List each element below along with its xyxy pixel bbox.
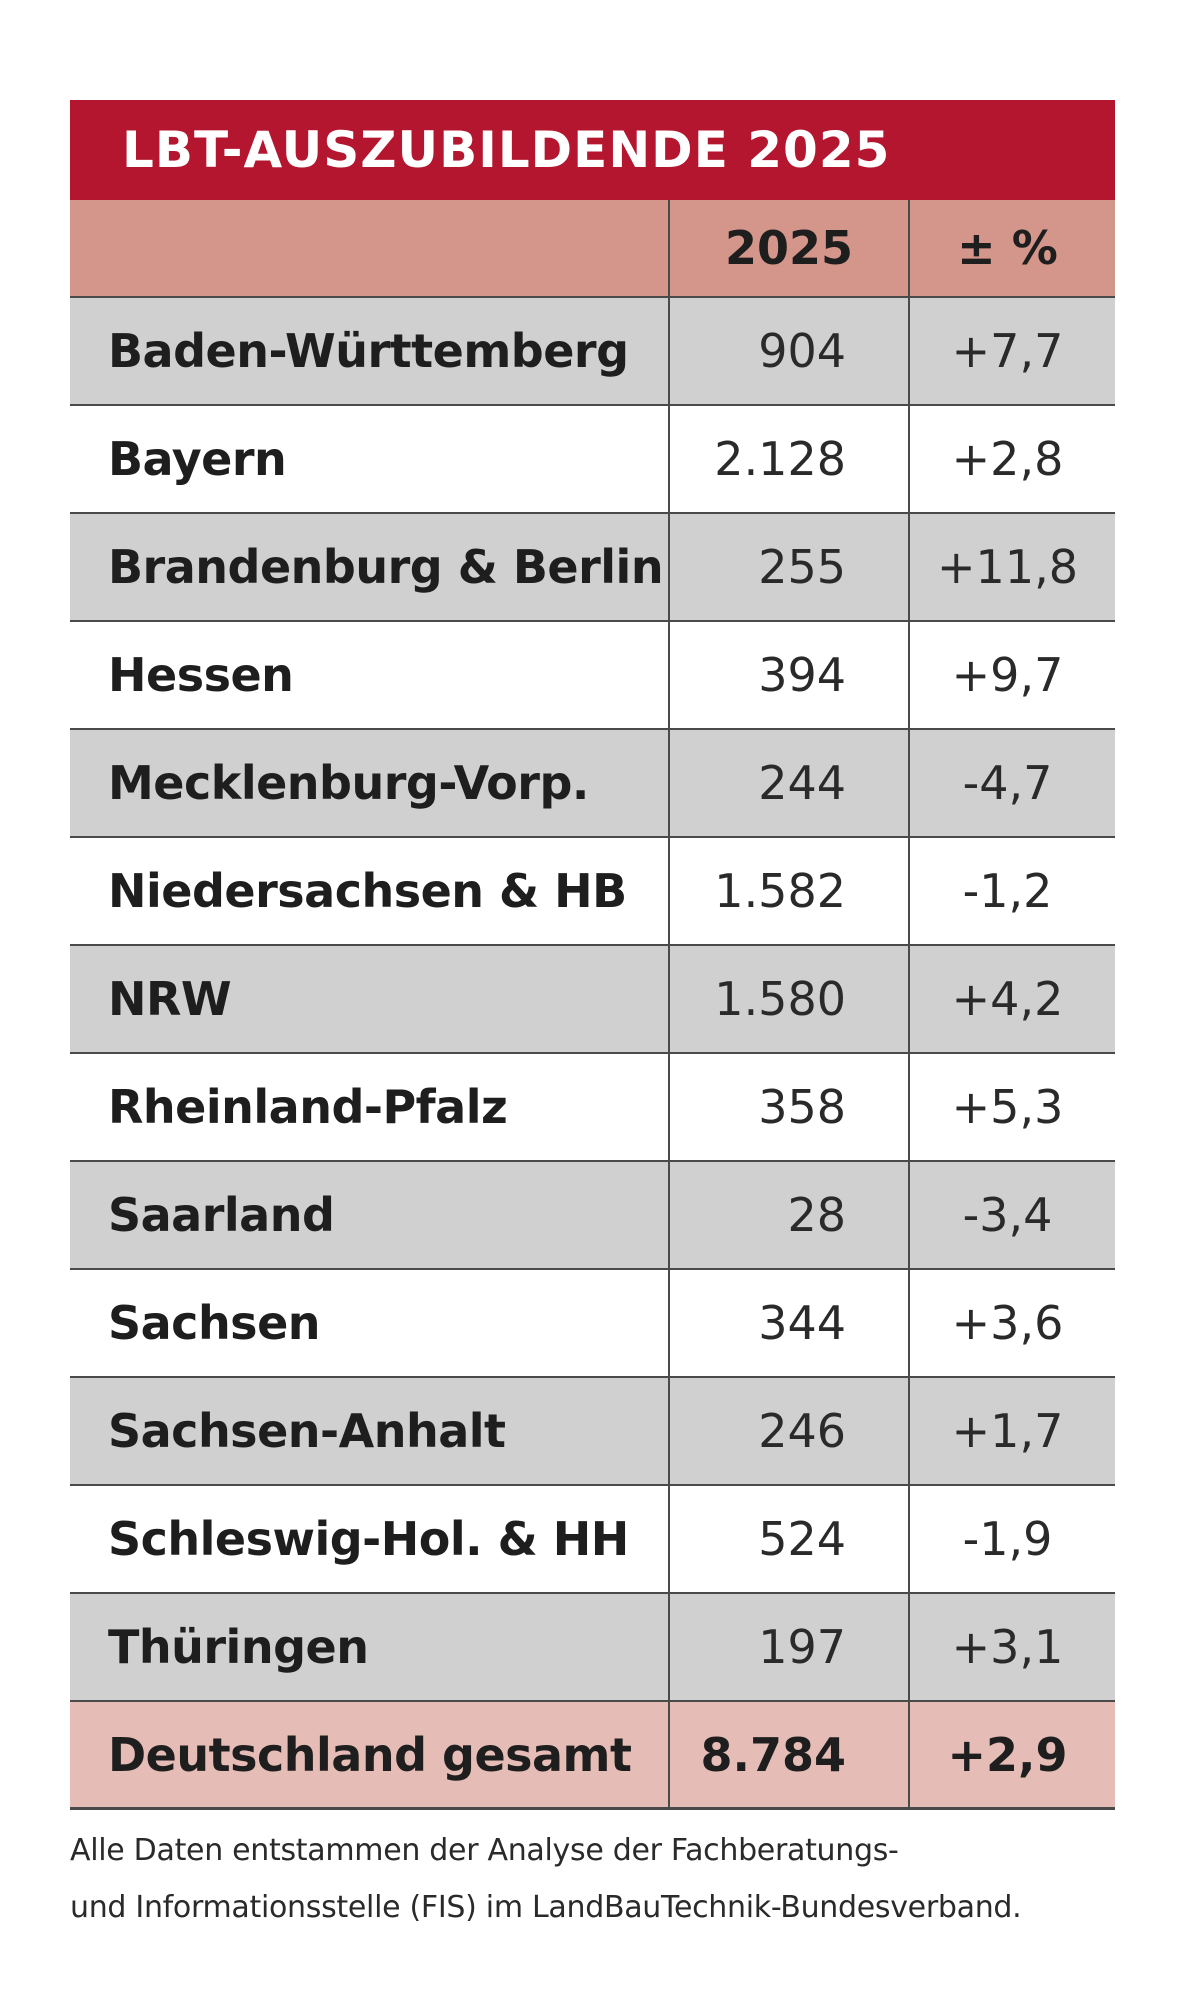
region-name: Niedersachsen & HB <box>70 838 670 944</box>
region-name: NRW <box>70 946 670 1052</box>
footnote-line: und Informationsstelle (FIS) im LandBauT… <box>70 1890 1022 1925</box>
region-name: Brandenburg & Berlin <box>70 514 670 620</box>
trainee-table: LBT-AUSZUBILDENDE 2025 2025 ± % Baden-Wü… <box>70 100 1115 1810</box>
region-name: Saarland <box>70 1162 670 1268</box>
table-row: Baden-Württemberg 904 +7,7 <box>70 298 1115 406</box>
change-percent: -1,9 <box>962 1512 1053 1566</box>
table-row: Bayern 2.128 +2,8 <box>70 406 1115 514</box>
table-row: Rheinland-Pfalz 358 +5,3 <box>70 1054 1115 1162</box>
total-label: Deutschland gesamt <box>70 1702 670 1807</box>
trainee-count: 1.582 <box>670 838 910 944</box>
header-change-cell: ± % <box>957 221 1058 275</box>
table-row: Sachsen 344 +3,6 <box>70 1270 1115 1378</box>
table-row: Hessen 394 +9,7 <box>70 622 1115 730</box>
trainee-count: 1.580 <box>670 946 910 1052</box>
region-name: Mecklenburg-Vorp. <box>70 730 670 836</box>
region-name: Bayern <box>70 406 670 512</box>
table-row: Sachsen-Anhalt 246 +1,7 <box>70 1378 1115 1486</box>
change-percent: +3,1 <box>951 1620 1064 1674</box>
change-percent: +2,8 <box>951 432 1064 486</box>
trainee-count: 246 <box>670 1378 910 1484</box>
table-row: Saarland 28 -3,4 <box>70 1162 1115 1270</box>
change-percent: -3,4 <box>962 1188 1053 1242</box>
trainee-count: 2.128 <box>670 406 910 512</box>
region-name: Schleswig-Hol. & HH <box>70 1486 670 1592</box>
table-total-row: Deutschland gesamt 8.784 +2,9 <box>70 1702 1115 1810</box>
table-row: Niedersachsen & HB 1.582 -1,2 <box>70 838 1115 946</box>
total-change-percent: +2,9 <box>947 1727 1068 1782</box>
header-name-cell <box>70 200 670 296</box>
region-name: Rheinland-Pfalz <box>70 1054 670 1160</box>
trainee-count: 358 <box>670 1054 910 1160</box>
change-percent: +11,8 <box>937 540 1078 594</box>
trainee-count: 524 <box>670 1486 910 1592</box>
table-title: LBT-AUSZUBILDENDE 2025 <box>70 100 1115 200</box>
total-count: 8.784 <box>670 1702 910 1807</box>
change-percent: -4,7 <box>962 756 1053 810</box>
table-row: Schleswig-Hol. & HH 524 -1,9 <box>70 1486 1115 1594</box>
change-percent: +5,3 <box>951 1080 1064 1134</box>
trainee-count: 28 <box>670 1162 910 1268</box>
region-name: Sachsen-Anhalt <box>70 1378 670 1484</box>
header-year-cell: 2025 <box>670 200 910 296</box>
trainee-count: 344 <box>670 1270 910 1376</box>
change-percent: +1,7 <box>951 1404 1064 1458</box>
table-row: Thüringen 197 +3,1 <box>70 1594 1115 1702</box>
region-name: Baden-Württemberg <box>70 298 670 404</box>
footnote-line: Alle Daten entstammen der Analyse der Fa… <box>70 1833 899 1868</box>
region-name: Hessen <box>70 622 670 728</box>
table-row: Mecklenburg-Vorp. 244 -4,7 <box>70 730 1115 838</box>
change-percent: -1,2 <box>962 864 1053 918</box>
region-name: Thüringen <box>70 1594 670 1700</box>
trainee-count: 904 <box>670 298 910 404</box>
trainee-count: 244 <box>670 730 910 836</box>
table-header-row: 2025 ± % <box>70 200 1115 298</box>
region-name: Sachsen <box>70 1270 670 1376</box>
change-percent: +7,7 <box>951 324 1064 378</box>
table-row: Brandenburg & Berlin 255 +11,8 <box>70 514 1115 622</box>
trainee-count: 394 <box>670 622 910 728</box>
change-percent: +4,2 <box>951 972 1064 1026</box>
change-percent: +9,7 <box>951 648 1064 702</box>
trainee-count: 197 <box>670 1594 910 1700</box>
trainee-count: 255 <box>670 514 910 620</box>
change-percent: +3,6 <box>951 1296 1064 1350</box>
source-footnote: Alle Daten entstammen der Analyse der Fa… <box>70 1822 1130 1936</box>
table-row: NRW 1.580 +4,2 <box>70 946 1115 1054</box>
